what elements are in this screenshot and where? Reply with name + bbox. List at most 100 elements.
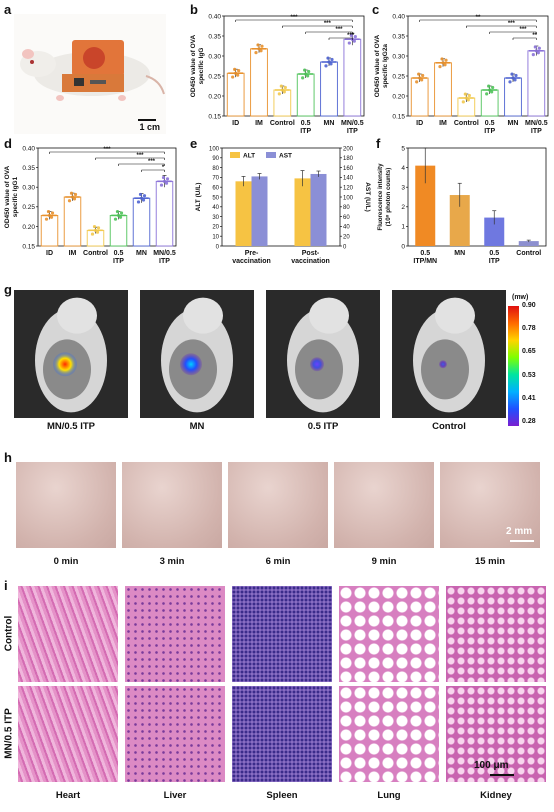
significance-marker: ***: [324, 21, 332, 27]
data-point: [306, 74, 310, 78]
x-tick-label: ITP: [159, 258, 170, 265]
bar: [518, 241, 539, 246]
colorbar-tick-label: 0.53: [522, 371, 536, 379]
data-point: [421, 73, 425, 78]
time-label-3: 6 min: [265, 556, 291, 567]
x-tick-label: 0.5: [114, 250, 124, 257]
data-point: [92, 224, 97, 229]
x-tick-label: MN/0.5: [341, 120, 364, 127]
legend-swatch: [230, 152, 240, 158]
mouse-silhouette: [161, 297, 233, 413]
bar: [109, 214, 128, 247]
ivis-label-3: 0.5 ITP: [307, 421, 339, 432]
ivis-label-4: Control: [432, 421, 466, 432]
colorbar-unit: (mw): [512, 294, 529, 301]
significance-marker: ***: [103, 147, 111, 153]
scale-bar-i-label: 100 μm: [474, 760, 509, 771]
colorbar-tick-label: 0.65: [522, 348, 536, 356]
data-point: [165, 177, 170, 181]
x-tick-label: ITP/MN: [413, 258, 437, 265]
y-axis-label-line: specific IgG: [198, 48, 205, 85]
data-point: [326, 56, 330, 60]
chart-f: 0 1 2 3 4 5 Fluorescence intensity (10⁸ photon …: [377, 145, 547, 265]
chart-e: 0 10 20 30 40 50 60 70 80 90 100 0 20 40 60 80 100 120 140…: [195, 146, 371, 265]
x-tick-label: Control: [270, 120, 295, 127]
y-axis-label: OD450 value of OVA specific IgG2a: [374, 35, 389, 98]
bar: [449, 195, 470, 246]
histology-spleen-2: [232, 686, 332, 782]
data-point: [464, 96, 468, 100]
y-tick-label: 0.15: [22, 243, 35, 250]
time-label-1: 0 min: [53, 556, 79, 567]
y-tick-label: 0.15: [392, 113, 405, 120]
histology-kidney-2: [446, 686, 546, 782]
x-tick-label: 0.5: [489, 250, 499, 257]
y-axis-label-line: OD450 value of OVA: [374, 35, 381, 98]
data-point: [46, 210, 51, 214]
data-point: [231, 75, 235, 79]
bar: [527, 50, 546, 117]
data-point: [301, 76, 305, 80]
ivis-label-1: MN/0.5 ITP: [46, 421, 96, 432]
y-axis-label: Fluorescence intensity (10⁸ photon counts…: [377, 163, 392, 231]
plot-frame: [223, 15, 365, 117]
y-tick-left-label: 10: [212, 235, 219, 241]
y-tick-right-label: 0: [343, 244, 347, 250]
y-tick-label: 0: [401, 243, 405, 250]
x-tick-label: ITP: [347, 128, 358, 135]
data-point: [418, 76, 422, 80]
data-point: [353, 35, 357, 39]
x-tick-label: Control: [83, 250, 108, 257]
data-point: [234, 71, 238, 75]
x-tick-label: ITP: [531, 128, 542, 135]
bar-alt: [235, 181, 252, 246]
skin-image-4: [334, 462, 434, 548]
x-tick-label: IM: [69, 250, 77, 257]
histology-heart-1: [18, 586, 118, 682]
y-tick-label: 0.20: [208, 93, 221, 100]
bar: [226, 72, 245, 117]
x-tick-label: 0.5: [420, 250, 430, 257]
histology-kidney-1: [446, 586, 546, 682]
data-point: [304, 72, 308, 76]
y-tick-label: 0.25: [22, 204, 35, 211]
data-point: [90, 232, 95, 236]
y-tick-label: 0.30: [392, 53, 405, 60]
plot-frame: [407, 147, 547, 247]
y-tick-label: 2: [401, 204, 405, 211]
data-point: [113, 217, 118, 221]
data-point: [95, 230, 100, 234]
data-point: [303, 68, 307, 72]
data-point: [440, 57, 444, 61]
bar: [484, 217, 505, 246]
histology-row-label-1: Control: [3, 615, 15, 652]
data-point: [254, 51, 258, 55]
data-point: [44, 217, 49, 221]
bar: [250, 48, 268, 117]
data-point: [283, 85, 287, 90]
y-tick-left-label: 40: [212, 205, 219, 211]
x-tick-label: MN/0.5: [525, 120, 548, 127]
data-point: [438, 65, 442, 69]
bar: [415, 165, 436, 246]
data-point: [73, 192, 78, 197]
time-label-5: 15 min: [474, 556, 506, 567]
y-tick-right-label: 60: [343, 215, 350, 221]
bar: [40, 214, 59, 247]
significance-marker: *: [162, 165, 165, 171]
data-point: [415, 80, 419, 84]
colorbar-tick-label: 0.28: [522, 418, 536, 425]
data-point: [141, 198, 146, 202]
significance-marker: ***: [519, 27, 527, 33]
y-tick-left-label: 60: [212, 186, 219, 192]
data-point: [461, 100, 465, 104]
bar: [410, 77, 429, 117]
y-tick-label: 0.15: [208, 113, 221, 120]
mouse-silhouette: [413, 297, 485, 413]
legend-swatch: [266, 152, 276, 158]
data-point: [277, 92, 281, 96]
data-point: [444, 58, 448, 62]
histology-lung-2: [339, 686, 439, 782]
ivis-label-2: MN: [189, 421, 205, 432]
x-tick-label: Pre-: [245, 250, 259, 257]
